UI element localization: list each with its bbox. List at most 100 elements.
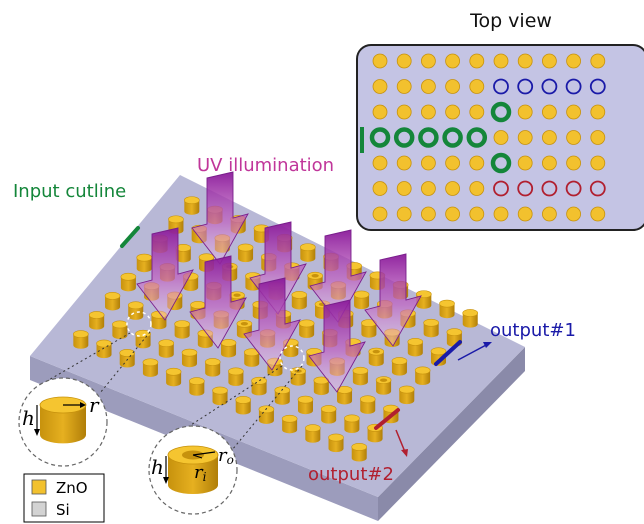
ring-inset-ro-letter: r — [218, 445, 228, 466]
top-view-pillar — [420, 181, 436, 196]
top-view-pillar — [590, 206, 606, 222]
pillar-inset-highlight — [126, 311, 152, 337]
top-view-pillar — [517, 53, 533, 69]
pillar-top — [220, 338, 237, 347]
pillar-top — [104, 291, 121, 300]
top-view-red-ring — [493, 180, 509, 197]
top-view-green-ring — [490, 101, 512, 123]
top-view-pillar — [372, 79, 388, 94]
pillar-top — [96, 339, 112, 348]
uv-arrow — [243, 277, 301, 371]
uv-arrow — [189, 255, 247, 349]
pillar-body — [142, 362, 158, 377]
pillar-body — [151, 314, 167, 330]
ring-inset-h-label: h — [151, 455, 164, 479]
pillar-inset-leader-2 — [99, 331, 151, 394]
top-view-pillar — [396, 155, 412, 171]
pillar-body — [328, 437, 344, 453]
pillar-top — [235, 396, 252, 404]
top-view-pillar — [396, 104, 412, 120]
top-view-pillar — [445, 206, 461, 222]
top-view-green-ring — [393, 127, 415, 148]
top-view-blue-ring — [565, 78, 582, 95]
pillar-body — [407, 341, 423, 357]
uv-arrow — [364, 253, 422, 347]
pillar-top — [174, 320, 190, 328]
pillar-top — [165, 367, 182, 376]
top-view-pillar — [445, 104, 461, 120]
pillar-top — [251, 376, 267, 385]
top-view-blue-ring — [517, 78, 534, 95]
pillar-body — [166, 371, 182, 387]
top-view-pillar — [420, 206, 436, 222]
pillar-body — [299, 323, 315, 339]
pillar-body — [174, 324, 190, 339]
pillar-top — [88, 311, 105, 319]
pillar-body — [112, 324, 128, 340]
pillar-top — [344, 414, 360, 423]
ring-pillar-hole — [311, 274, 319, 278]
pillar-body — [367, 427, 383, 443]
pillar-body — [251, 380, 267, 396]
pillar-body — [221, 342, 237, 358]
top-view-green-ring — [442, 127, 463, 148]
top-view-pillar — [469, 53, 485, 69]
pillar-body — [96, 343, 112, 359]
pillar-inset-h-label: h — [22, 406, 35, 430]
top-view-blue-ring — [541, 78, 558, 95]
pillar-body — [337, 389, 353, 405]
slab-side-face — [378, 347, 525, 521]
uv-arrows — [136, 171, 422, 393]
output1-label: output#1 — [490, 320, 576, 341]
top-view-pillar — [590, 104, 606, 120]
top-view-red-ring — [541, 180, 558, 197]
ring-inset-ro-subscript: o — [227, 453, 234, 467]
ring-inset-ri-arrow — [192, 454, 203, 459]
top-view-green-ring — [369, 127, 391, 148]
top-view-red-ring — [565, 180, 582, 197]
pillar-top — [228, 367, 244, 376]
top-view-pillar — [566, 104, 581, 120]
top-view-pillar — [372, 155, 388, 171]
top-view-red-ring — [589, 180, 606, 197]
pillar-top — [112, 320, 128, 329]
output1-arrow — [457, 343, 489, 361]
pillar-body — [228, 371, 244, 387]
pillar-top — [328, 433, 344, 442]
pillar-body — [175, 247, 191, 263]
material-legend: ZnO Si — [23, 473, 105, 523]
pillar-body — [305, 428, 321, 443]
output2-label: output#2 — [308, 464, 394, 485]
pillar-body — [352, 370, 368, 386]
pillar-body — [321, 409, 337, 424]
top-view-pillar — [396, 181, 412, 196]
pillar-top — [391, 357, 408, 365]
pillar-body — [244, 352, 260, 367]
pillar-body — [120, 276, 136, 292]
pillar-body — [235, 399, 251, 415]
pillar-top — [120, 272, 137, 281]
top-view-blue-ring — [493, 78, 509, 95]
legend-label-si: Si — [56, 501, 70, 519]
top-view-pillar — [445, 181, 461, 196]
pillar-top — [181, 348, 198, 357]
top-view-pillar — [445, 155, 461, 171]
pillar-top — [190, 301, 206, 309]
top-view-red-ring — [517, 180, 534, 197]
pillar-body — [73, 334, 89, 349]
pillar-body — [291, 294, 307, 310]
pillar-top — [291, 290, 308, 299]
output2-marker — [374, 408, 400, 430]
pillar-body — [313, 380, 329, 396]
output2-arrow — [395, 429, 406, 453]
pillar-top — [136, 253, 153, 262]
pillar-body — [360, 399, 376, 414]
pillar-top — [281, 414, 298, 423]
pillar-top — [359, 395, 376, 404]
pillar-body — [205, 362, 221, 377]
ring-inset-highlight — [279, 345, 305, 371]
pillar-top — [127, 301, 144, 310]
top-view-pillar — [493, 206, 509, 222]
pillar-top — [351, 443, 368, 451]
pillar-body — [300, 247, 316, 262]
